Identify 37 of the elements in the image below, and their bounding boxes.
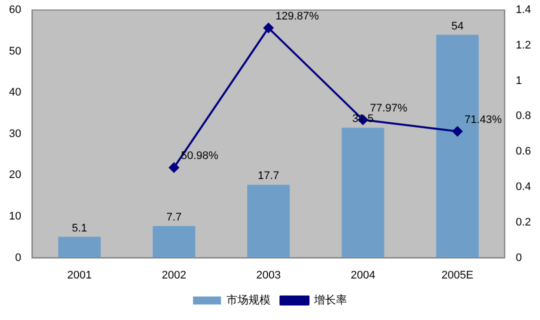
data-label: 54 (451, 20, 464, 32)
y2-tick-label: 0.8 (516, 110, 532, 122)
bar (247, 184, 290, 258)
y-tick-label: 50 (8, 45, 22, 58)
x-tick-label: 2001 (67, 269, 92, 282)
point (168, 162, 179, 173)
data-label: 5.1 (72, 222, 88, 234)
x-tick-label: 2003 (256, 269, 281, 282)
data-label: 129.87% (275, 10, 320, 22)
y2-tick-label: 1.2 (516, 39, 532, 52)
data-label: 7.7 (166, 212, 182, 224)
x-tick-label: 2004 (350, 269, 376, 282)
point (452, 126, 462, 136)
y2-tick-label: 0.4 (516, 181, 532, 194)
data-label: 17.7 (258, 170, 280, 182)
legend-label: 市场规模 (226, 294, 270, 307)
legend-label: 增长率 (313, 294, 347, 307)
y-tick-label: 30 (8, 128, 22, 140)
y-tick-label: 20 (8, 169, 22, 182)
data-label: 71.43% (464, 114, 502, 126)
point (263, 22, 274, 33)
y-tick-label: 0 (15, 252, 22, 264)
data-label: 50.98% (180, 150, 219, 162)
y-tick-label: 40 (8, 86, 22, 99)
bar (342, 128, 384, 258)
x-tick-label: 2005E (442, 269, 474, 282)
x-tick-label: 2002 (162, 269, 186, 282)
y2-tick-label: 0 (516, 252, 522, 264)
y2-tick-label: 0.6 (516, 146, 532, 158)
y2-tick-label: 0.2 (516, 216, 532, 228)
y2-tick-label: 1.4 (516, 4, 532, 16)
y2-tick-label: 1 (516, 74, 522, 87)
bar (152, 226, 196, 258)
y-tick-label: 10 (8, 210, 22, 223)
bar (58, 236, 101, 258)
y-tick-label: 60 (8, 4, 22, 16)
data-label: 77.97% (370, 102, 408, 114)
